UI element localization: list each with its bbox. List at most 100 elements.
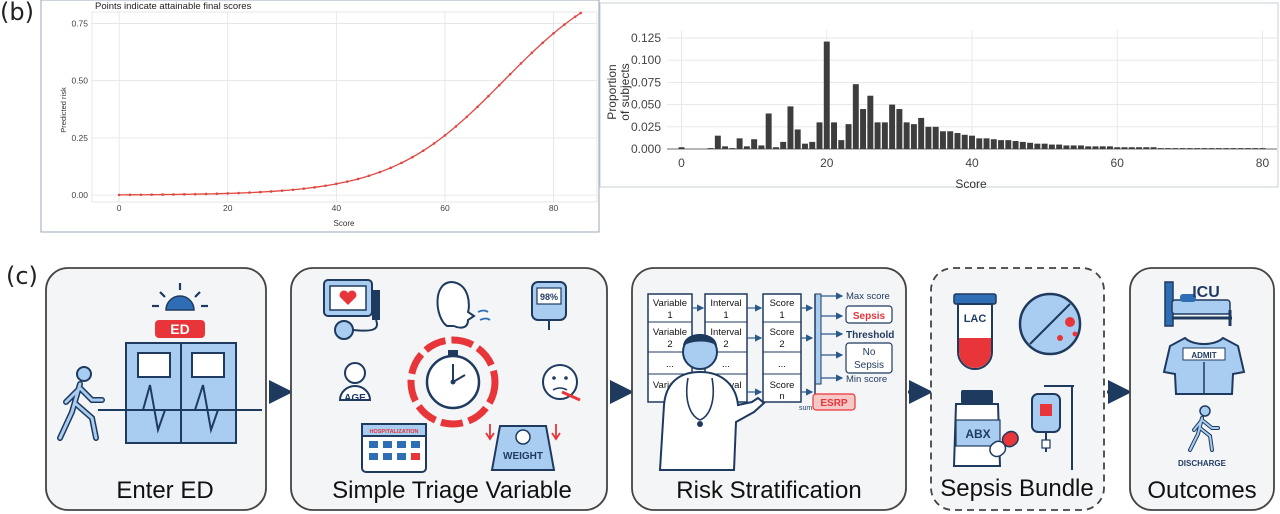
- histogram-bar: [758, 145, 765, 149]
- flow-box-label: Outcomes: [1147, 477, 1256, 504]
- histogram-bar: [1136, 147, 1143, 149]
- table-cell: Variable: [653, 298, 687, 309]
- table-cell: Variable: [653, 327, 687, 338]
- histogram-bar: [1172, 148, 1179, 149]
- table-cell: Score: [770, 298, 795, 309]
- discharge-label: DISCHARGE: [1178, 459, 1227, 468]
- histogram-bar: [1157, 148, 1164, 149]
- age-icon: AGE: [338, 362, 372, 404]
- risk-x-axis-label: Score: [334, 219, 355, 228]
- histogram-bar: [1034, 143, 1041, 149]
- calendar-label: HOSPITALIZATION: [370, 429, 419, 435]
- histogram-y-tick-label: 0.050: [631, 98, 661, 112]
- histogram-bar: [1208, 148, 1215, 149]
- histogram-bar: [801, 143, 808, 149]
- histogram-bar: [918, 117, 925, 149]
- histogram-y-axis-label-line2: of subjects: [618, 63, 632, 120]
- sum-label: sum: [799, 405, 812, 412]
- no-sepsis-label-2: Sepsis: [854, 360, 884, 371]
- histogram-bar: [860, 109, 867, 149]
- risk-tick-labels: 0 20 40 60 80 0.00 0.25 0.50 0.75: [71, 18, 558, 213]
- histogram-bar: [809, 141, 816, 149]
- histogram-bar: [1143, 147, 1150, 149]
- risk-point: [454, 125, 458, 128]
- risk-point: [324, 184, 327, 188]
- histogram-bar: [889, 104, 896, 149]
- lac-label: LAC: [964, 313, 987, 325]
- histogram-bar: [925, 126, 932, 149]
- histogram-y-tick-label: 0.075: [631, 75, 661, 89]
- histogram-x-tick-label: 0: [678, 156, 685, 170]
- histogram-bar: [1244, 148, 1251, 149]
- table-cell: 1: [723, 310, 728, 321]
- histogram-bar: [1259, 148, 1266, 149]
- histogram-x-tick-label: 40: [965, 156, 979, 170]
- flow-box-label: Enter ED: [116, 477, 213, 504]
- flow-box-sepsis-bundle: LAC ABX Se: [930, 267, 1105, 511]
- histogram-bar: [1027, 142, 1034, 149]
- risk-point: [139, 193, 143, 197]
- panel-c-label: (c): [6, 262, 38, 290]
- histogram-bar: [1223, 148, 1230, 149]
- risk-point: [367, 174, 371, 178]
- histogram-bar: [961, 134, 968, 149]
- risk-point: [183, 193, 186, 196]
- stopwatch-icon: [407, 336, 499, 428]
- histogram-bar: [1070, 145, 1077, 149]
- risk-point: [400, 161, 403, 165]
- histogram-bar: [1186, 148, 1193, 149]
- lactate-tube-icon: LAC: [953, 293, 997, 370]
- risk-y-tick-label: 0.25: [71, 133, 88, 143]
- flow-box-risk-stratification: Variable 1 Variable 2 ... Variable n Int…: [631, 267, 907, 511]
- histogram-y-tick-label: 0.125: [631, 31, 661, 45]
- histogram-bar: [831, 122, 838, 149]
- table-cell: 1: [667, 310, 672, 321]
- histogram-bar: [954, 133, 961, 149]
- histogram-bar: [722, 146, 729, 149]
- histogram-bar: [816, 122, 823, 149]
- panel-b-label: (b): [0, 0, 34, 26]
- risk-plot-area: [91, 11, 598, 203]
- score-scale-bar: [814, 293, 822, 385]
- risk-point: [579, 11, 583, 15]
- sepsis-box: [845, 305, 893, 324]
- histogram-bar: [990, 139, 997, 149]
- histogram-y-tick-label: 0.025: [631, 120, 661, 134]
- risk-point: [248, 191, 251, 194]
- risk-point: [193, 192, 197, 196]
- esrp-label: ESRP: [820, 398, 848, 409]
- histogram-bar: [867, 95, 874, 149]
- histogram-bar: [1252, 148, 1259, 149]
- risk-point: [150, 193, 154, 196]
- risk-point: [161, 193, 164, 196]
- risk-point: [552, 32, 555, 35]
- risk-y-tick-label: 0.75: [71, 18, 88, 28]
- risk-point: [259, 190, 262, 194]
- risk-x-tick-label: 80: [549, 203, 559, 213]
- histogram-bar: [838, 140, 845, 149]
- sepsis-label: Sepsis: [853, 311, 886, 322]
- histogram-bar: [1077, 145, 1084, 149]
- ed-sign: [155, 320, 205, 338]
- risk-y-axis-label: Predicted risk: [59, 87, 68, 133]
- risk-chart: Points indicate attainable final scores …: [40, 0, 600, 233]
- risk-y-tick-label: 0.50: [71, 76, 88, 86]
- histogram-bar: [707, 148, 714, 149]
- histogram-bar: [947, 131, 954, 149]
- icu-bed-icon: ICU: [1164, 281, 1232, 327]
- histogram-bar: [751, 139, 758, 149]
- weight-label: WEIGHT: [503, 451, 543, 462]
- histogram-bar: [1012, 141, 1019, 149]
- weight-scale-icon: WEIGHT: [485, 424, 561, 471]
- table-cell: Score: [770, 380, 795, 391]
- histogram-bar: [743, 146, 750, 149]
- min-score-label: Min score: [846, 374, 887, 385]
- histogram-bar: [852, 84, 859, 149]
- histogram-bar: [1128, 147, 1135, 149]
- histogram-bar: [881, 122, 888, 149]
- age-label: AGE: [344, 393, 366, 404]
- risk-point: [508, 72, 512, 76]
- risk-point: [476, 105, 479, 109]
- ed-sign-text: ED: [170, 321, 189, 337]
